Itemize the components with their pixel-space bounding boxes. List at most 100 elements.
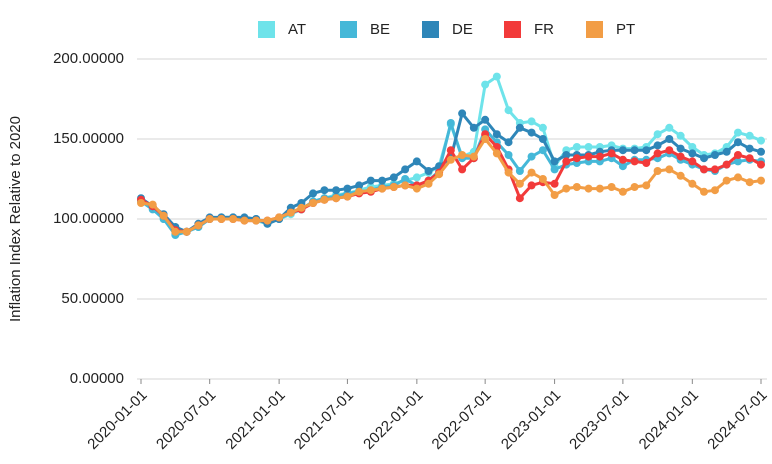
data-point: [378, 176, 387, 185]
data-point: [458, 165, 467, 174]
data-point: [527, 152, 536, 161]
data-point: [653, 149, 662, 158]
data-point: [263, 216, 272, 225]
data-point: [618, 155, 627, 164]
data-point: [297, 203, 306, 212]
data-point: [572, 143, 581, 151]
data-point: [355, 181, 364, 190]
data-point: [481, 80, 490, 89]
data-point: [745, 131, 754, 140]
y-tick-label: 100.00000: [53, 210, 124, 227]
data-point: [745, 178, 754, 187]
data-point: [688, 143, 697, 151]
data-point: [733, 157, 742, 166]
data-point: [332, 186, 341, 195]
data-point: [515, 167, 524, 175]
x-tick-label: 2020-01-01: [84, 387, 150, 453]
data-point: [332, 194, 341, 203]
legend-swatch: [422, 21, 439, 38]
data-point: [205, 215, 214, 223]
data-point: [572, 154, 581, 163]
data-point: [584, 143, 593, 151]
legend-label: PT: [616, 21, 635, 38]
x-tick-label: 2023-07-01: [566, 387, 632, 453]
data-point: [562, 157, 571, 166]
data-point: [366, 186, 375, 195]
data-point: [757, 160, 765, 169]
x-tick-label: 2023-01-01: [498, 387, 564, 453]
data-point: [642, 159, 651, 167]
data-point: [515, 123, 524, 132]
data-point: [757, 136, 765, 145]
data-point: [710, 186, 719, 195]
data-point: [710, 151, 719, 159]
data-point: [700, 187, 709, 196]
data-point: [584, 152, 593, 161]
data-point: [584, 184, 593, 193]
data-point: [745, 154, 754, 163]
data-point: [665, 165, 674, 174]
legend-label: FR: [534, 21, 554, 38]
data-point: [309, 199, 318, 207]
data-point: [722, 176, 731, 185]
data-point: [217, 215, 226, 223]
data-point: [733, 151, 742, 159]
data-point: [492, 72, 501, 81]
data-point: [469, 152, 478, 161]
data-point: [240, 216, 249, 225]
data-point: [412, 157, 421, 166]
data-point: [538, 123, 547, 132]
data-point: [538, 175, 547, 183]
data-point: [492, 130, 501, 139]
data-point: [527, 181, 536, 190]
data-point: [733, 173, 742, 182]
data-point: [194, 221, 203, 230]
data-point: [562, 184, 571, 193]
data-point: [676, 152, 685, 161]
data-point: [550, 157, 559, 166]
data-point: [469, 123, 478, 132]
data-point: [722, 147, 731, 156]
data-point: [595, 184, 604, 193]
data-point: [492, 149, 501, 158]
x-tick-label: 2024-01-01: [636, 387, 702, 453]
data-point: [412, 173, 421, 182]
data-point: [527, 168, 536, 177]
y-tick-label: 200.00000: [53, 50, 124, 67]
data-point: [504, 168, 513, 177]
data-point: [607, 183, 616, 191]
data-point: [550, 179, 559, 188]
data-point: [676, 131, 685, 140]
data-point: [515, 179, 524, 188]
data-point: [642, 181, 651, 190]
data-point: [745, 144, 754, 153]
data-point: [446, 155, 455, 164]
data-point: [618, 187, 627, 196]
data-point: [378, 184, 387, 193]
data-point: [665, 135, 674, 143]
legend-label: AT: [288, 21, 306, 38]
data-point: [642, 146, 651, 155]
data-point: [630, 146, 639, 155]
data-point: [665, 123, 674, 132]
data-point: [343, 192, 352, 201]
data-point: [722, 160, 731, 169]
data-point: [595, 152, 604, 161]
data-point: [458, 109, 467, 118]
data-point: [504, 138, 513, 147]
data-point: [676, 171, 685, 180]
data-point: [148, 200, 157, 209]
data-point: [700, 154, 709, 163]
data-point: [710, 165, 719, 174]
data-point: [229, 215, 238, 223]
data-point: [504, 151, 513, 159]
data-point: [446, 146, 455, 155]
data-point: [401, 175, 410, 183]
x-tick-label: 2021-01-01: [222, 387, 288, 453]
data-point: [320, 186, 329, 195]
data-point: [618, 162, 627, 171]
data-point: [572, 183, 581, 191]
legend-label: DE: [452, 21, 473, 38]
data-point: [527, 128, 536, 137]
